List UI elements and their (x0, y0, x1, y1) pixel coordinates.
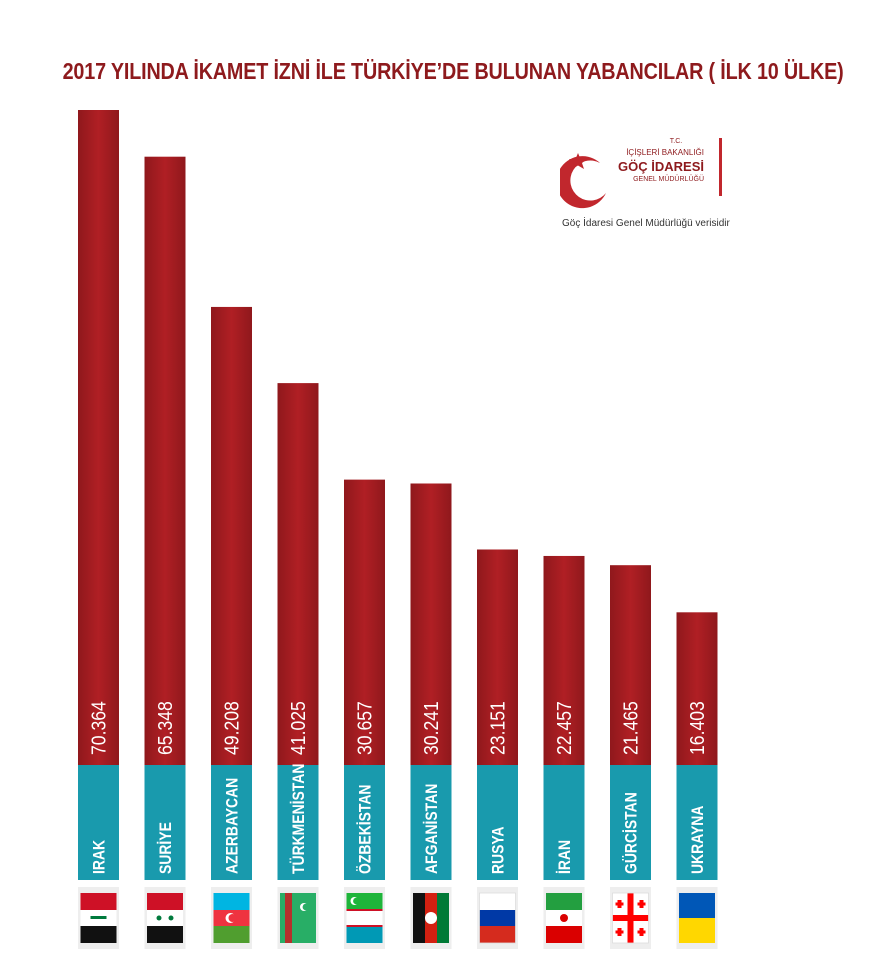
value-label: 65.348 (154, 701, 176, 755)
bar (144, 156, 186, 765)
uzbekistan-flag-icon-crescent-cut (353, 897, 360, 905)
category-label: IRAK (90, 839, 109, 874)
uzbekistan-flag-icon (346, 893, 383, 943)
value-label: 16.403 (686, 701, 708, 755)
bar (610, 565, 651, 765)
bar (78, 110, 119, 765)
category-label: SURİYE (157, 822, 176, 874)
uzbekistan-flag-icon-part (346, 927, 383, 943)
turkmenistan-flag-icon (280, 893, 316, 943)
azerbaijan-flag-icon-part (213, 926, 250, 943)
logo-text: T.C. İÇİŞLERİ BAKANLIĞI GÖÇ İDARESİ GENE… (618, 138, 704, 183)
iran-flag-icon-emblem (560, 914, 568, 922)
ukraine-flag-icon-part (679, 918, 715, 943)
turkmenistan-flag-icon-part (285, 893, 292, 943)
bar (344, 479, 385, 765)
logo-directorate: GENEL MÜDÜRLÜĞÜ (633, 176, 704, 183)
azerbaijan-flag-icon-crescent-cut (228, 914, 237, 922)
afghanistan-flag-icon-part (437, 893, 449, 943)
source-note: Göç İdaresi Genel Müdürlüğü verisidir (562, 218, 730, 229)
georgia-flag-icon-part (612, 915, 649, 921)
iran-flag-icon-part (546, 926, 582, 943)
bar (676, 612, 718, 765)
afghanistan-flag-icon-emblem (425, 912, 437, 924)
value-label: 30.657 (353, 701, 375, 755)
russia-flag-icon (479, 892, 516, 944)
value-label: 49.208 (220, 701, 242, 755)
category-band (277, 765, 319, 880)
turkmenistan-flag-icon-crescent-cut (302, 903, 310, 911)
category-band (211, 765, 252, 880)
georgia-flag-icon-cross (615, 930, 624, 934)
category-band (78, 765, 119, 880)
uzbekistan-flag-icon-part (346, 893, 383, 909)
syria-flag-icon (147, 893, 183, 943)
value-label: 41.025 (287, 701, 309, 755)
azerbaijan-flag-icon-part (213, 893, 250, 910)
category-label: AZERBAYCAN (223, 778, 242, 874)
value-label: 23.151 (486, 701, 508, 755)
iraq-flag-icon (80, 893, 117, 943)
category-label: AFGANİSTAN (423, 784, 442, 874)
ukraine-flag-icon (679, 893, 715, 943)
category-band (410, 765, 452, 880)
bar (543, 555, 585, 765)
bar (477, 549, 518, 765)
value-label: 22.457 (553, 701, 575, 755)
syria-flag-icon-part (147, 926, 183, 943)
syria-flag-icon-part (147, 910, 183, 926)
uzbekistan-flag-icon-part (346, 909, 383, 911)
georgia-flag-icon-border (612, 892, 649, 944)
georgia-flag-icon-cross (637, 902, 646, 906)
iraq-flag-icon-script (90, 916, 107, 919)
afghanistan-flag-icon-part (413, 893, 425, 943)
logo-agency: GÖÇ İDARESİ (618, 159, 704, 174)
afghanistan-flag-icon (413, 893, 449, 943)
category-band (676, 765, 718, 880)
georgia-flag-icon-cross (615, 902, 624, 906)
category-label: ÖZBEKİSTAN (356, 784, 375, 874)
category-band (543, 765, 585, 880)
logo-ministry: İÇİŞLERİ BAKANLIĞI (626, 148, 704, 157)
logo-tc: T.C. (669, 138, 683, 145)
bar (211, 306, 252, 765)
bar (277, 383, 319, 765)
georgia-flag-icon-cross (637, 930, 646, 934)
iraq-flag-icon-part (80, 926, 117, 943)
uzbekistan-flag-icon-part (346, 911, 383, 925)
category-label: TÜRKMENİSTAN (290, 764, 309, 874)
russia-flag-icon-border (479, 892, 516, 944)
russia-flag-icon-part (479, 926, 516, 943)
category-band (344, 765, 385, 880)
iran-flag-icon-part (546, 893, 582, 910)
georgia-flag-icon (612, 892, 649, 944)
chart-title: 2017 YILINDA İKAMET İZNİ İLE TÜRKİYE’DE … (62, 58, 844, 84)
crescent-star-icon (560, 153, 606, 209)
uzbekistan-flag-icon-part (346, 925, 383, 927)
category-band (144, 765, 186, 880)
syria-flag-icon-part (147, 893, 183, 910)
logo-divider (719, 138, 722, 196)
azerbaijan-flag-icon (213, 893, 250, 943)
syria-flag-icon-star (156, 915, 162, 921)
iran-flag-icon (546, 893, 582, 943)
value-label: 70.364 (87, 701, 109, 755)
category-band (610, 765, 651, 880)
category-label: UKRAYNA (689, 806, 708, 874)
russia-flag-icon-part (479, 893, 516, 910)
category-label: İRAN (556, 840, 575, 874)
value-label: 30.241 (420, 701, 442, 755)
iraq-flag-icon-part (80, 893, 117, 910)
category-label: GÜRCİSTAN (622, 792, 641, 874)
syria-flag-icon-star (168, 915, 174, 921)
bar (410, 483, 452, 765)
ukraine-flag-icon-part (679, 893, 715, 918)
category-band (477, 765, 518, 880)
russia-flag-icon-part (479, 910, 516, 926)
value-label: 21.465 (619, 701, 641, 755)
category-label: RUSYA (489, 827, 508, 874)
